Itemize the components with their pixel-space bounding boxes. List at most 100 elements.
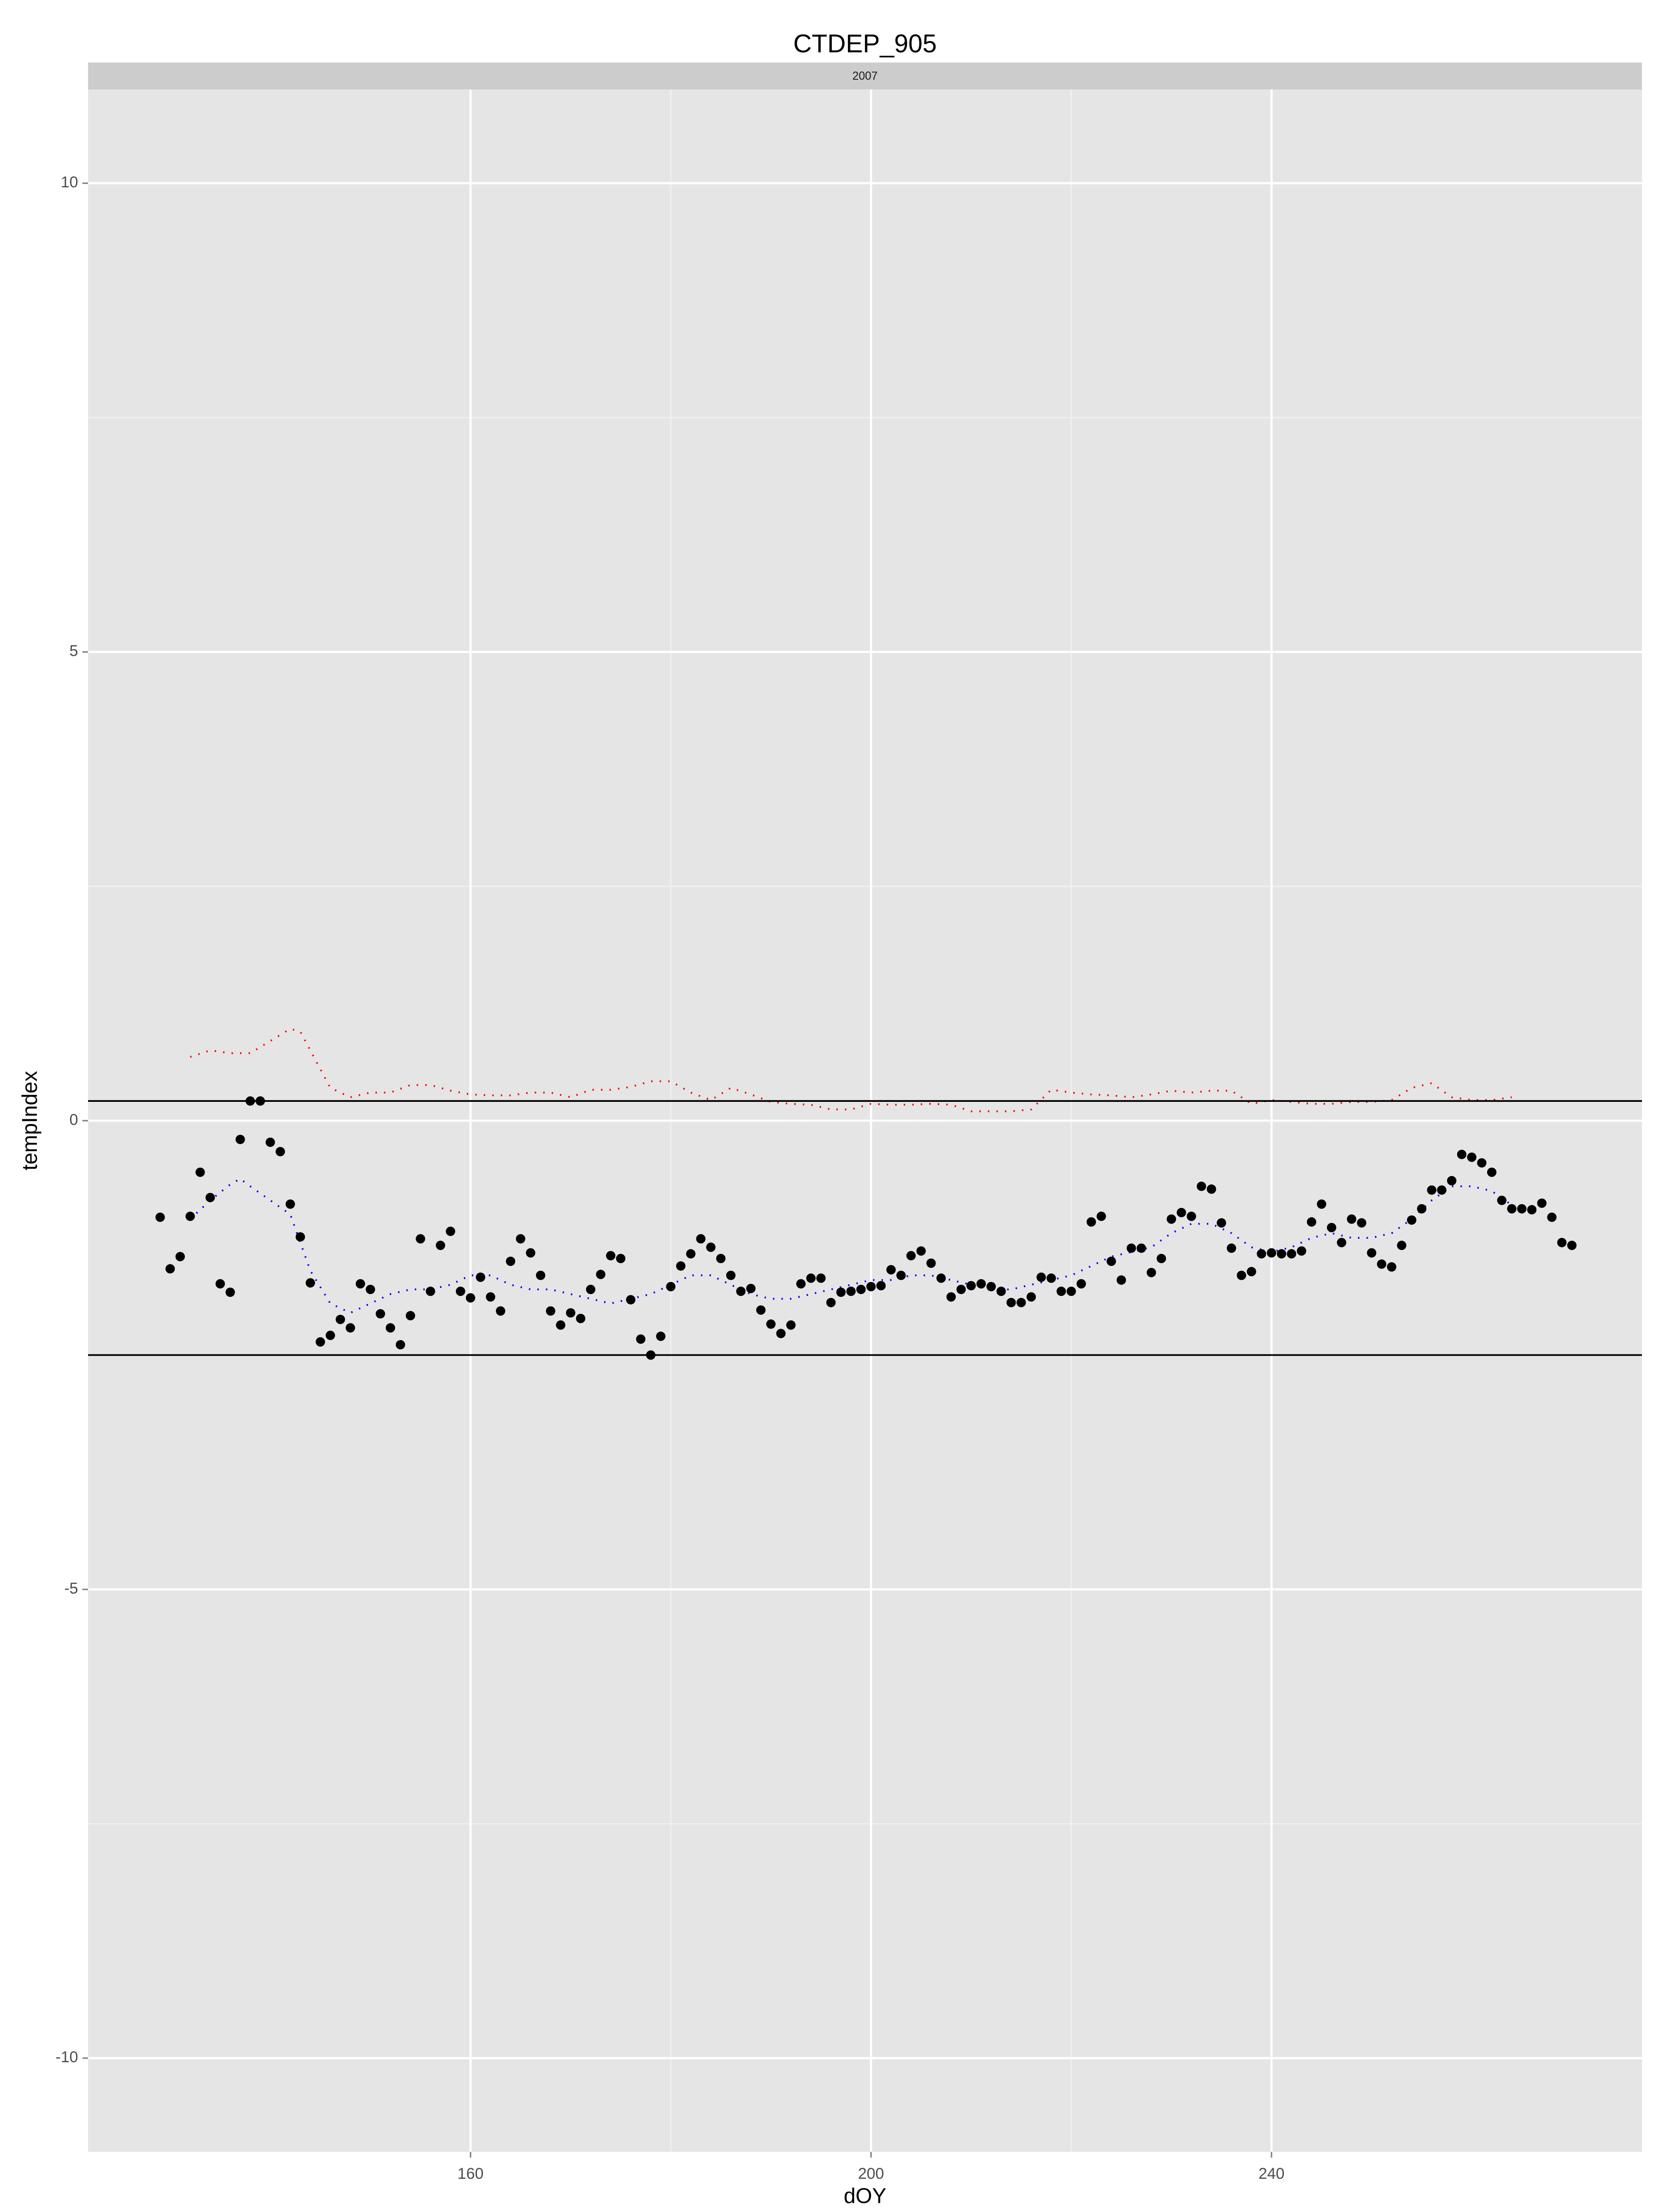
point	[936, 1273, 946, 1283]
point	[1367, 1248, 1377, 1258]
point	[1247, 1267, 1256, 1277]
point	[365, 1284, 375, 1294]
point	[596, 1270, 606, 1279]
y-tick-label: 0	[70, 1111, 78, 1129]
point	[646, 1350, 656, 1360]
point	[726, 1271, 736, 1280]
y-tick-label: -10	[56, 2048, 78, 2066]
point	[235, 1135, 245, 1144]
point	[1527, 1205, 1537, 1215]
point	[1306, 1217, 1317, 1227]
point	[966, 1281, 976, 1291]
point	[215, 1279, 225, 1288]
point	[1236, 1271, 1247, 1280]
point	[1537, 1198, 1547, 1208]
point	[1046, 1273, 1056, 1283]
point	[856, 1284, 866, 1294]
point	[1387, 1262, 1397, 1272]
point	[716, 1253, 726, 1264]
point	[1136, 1243, 1146, 1253]
point	[896, 1271, 906, 1280]
point	[1177, 1208, 1186, 1218]
point	[516, 1234, 525, 1244]
point	[576, 1313, 586, 1324]
point	[1066, 1286, 1076, 1296]
point	[1347, 1214, 1357, 1224]
point	[826, 1298, 836, 1307]
x-tick-label: 200	[858, 2165, 884, 2183]
point	[1407, 1215, 1417, 1225]
point	[1006, 1298, 1016, 1307]
point	[1477, 1158, 1487, 1168]
point	[265, 1137, 275, 1147]
point	[1317, 1199, 1326, 1209]
point	[1497, 1195, 1507, 1205]
point	[1227, 1243, 1236, 1253]
point	[986, 1282, 996, 1292]
point	[395, 1340, 406, 1350]
point	[1187, 1212, 1196, 1221]
point	[1266, 1248, 1277, 1258]
point	[1357, 1218, 1366, 1228]
facet-strip	[88, 62, 1642, 90]
point	[1377, 1259, 1387, 1269]
point	[876, 1281, 886, 1291]
smooth-line	[189, 1177, 1512, 1314]
point	[926, 1258, 936, 1268]
point	[976, 1279, 986, 1288]
point	[686, 1249, 696, 1259]
y-axis-label: tempIndex	[18, 1071, 41, 1171]
point	[506, 1256, 516, 1266]
point	[556, 1320, 565, 1330]
point	[1507, 1204, 1517, 1214]
point	[1437, 1185, 1447, 1195]
point	[946, 1292, 956, 1302]
point	[756, 1305, 766, 1315]
point	[1196, 1182, 1206, 1191]
point	[746, 1283, 756, 1294]
point	[185, 1212, 195, 1221]
point	[386, 1323, 395, 1333]
point	[866, 1282, 876, 1292]
point	[706, 1242, 716, 1252]
point	[355, 1279, 365, 1288]
point	[1287, 1249, 1296, 1259]
point	[285, 1199, 295, 1209]
point	[1547, 1212, 1557, 1222]
point	[225, 1287, 235, 1297]
point	[1397, 1241, 1406, 1250]
point	[175, 1252, 185, 1261]
point	[736, 1286, 746, 1296]
point	[916, 1246, 926, 1256]
point	[1056, 1286, 1066, 1296]
point	[1217, 1218, 1226, 1228]
point	[1016, 1298, 1026, 1307]
point	[496, 1306, 506, 1316]
point	[566, 1308, 576, 1318]
point	[956, 1284, 966, 1294]
point	[245, 1096, 255, 1106]
point	[836, 1287, 846, 1297]
point	[1457, 1149, 1467, 1159]
point	[476, 1272, 485, 1282]
point	[606, 1251, 616, 1260]
point	[1277, 1249, 1287, 1259]
point	[586, 1284, 595, 1294]
point	[1117, 1275, 1126, 1285]
point	[165, 1264, 175, 1274]
point	[486, 1292, 495, 1302]
point	[666, 1282, 676, 1292]
point	[465, 1293, 476, 1303]
point	[1147, 1268, 1156, 1277]
point	[1337, 1238, 1347, 1247]
point	[996, 1286, 1006, 1296]
point	[315, 1337, 325, 1347]
point	[195, 1167, 205, 1177]
point	[416, 1234, 425, 1244]
point	[1417, 1204, 1427, 1214]
point	[886, 1265, 896, 1275]
point	[446, 1226, 455, 1236]
point	[546, 1306, 556, 1316]
point	[406, 1311, 415, 1321]
